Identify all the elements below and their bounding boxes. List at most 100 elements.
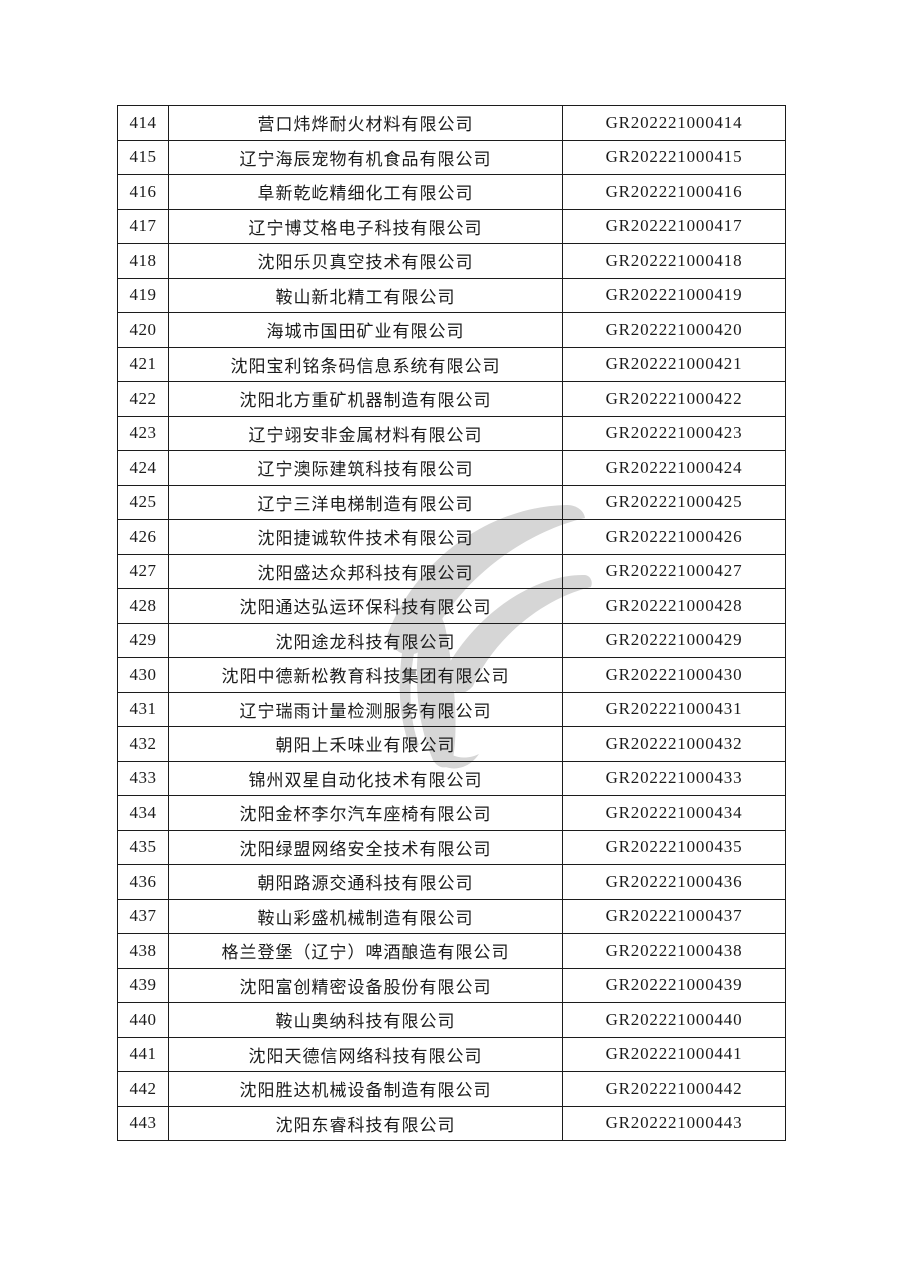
company-name: 辽宁三洋电梯制造有限公司: [168, 484, 563, 520]
registration-code: GR202221000418: [562, 243, 786, 279]
company-name: 辽宁海辰宠物有机食品有限公司: [168, 139, 563, 175]
table-row: 427 沈阳盛达众邦科技有限公司 GR202221000427: [117, 553, 786, 589]
table-row: 434 沈阳金杯李尔汽车座椅有限公司 GR202221000434: [117, 795, 786, 831]
company-name: 鞍山奥纳科技有限公司: [168, 1002, 563, 1038]
row-number: 439: [117, 967, 169, 1003]
company-name: 辽宁博艾格电子科技有限公司: [168, 208, 563, 244]
row-number: 422: [117, 381, 169, 417]
row-number: 421: [117, 346, 169, 382]
row-number: 426: [117, 519, 169, 555]
company-name: 沈阳盛达众邦科技有限公司: [168, 553, 563, 589]
registration-code: GR202221000426: [562, 519, 786, 555]
company-name: 沈阳天德信网络科技有限公司: [168, 1036, 563, 1072]
table-row: 443 沈阳东睿科技有限公司 GR202221000443: [117, 1105, 786, 1141]
company-name: 海城市国田矿业有限公司: [168, 312, 563, 348]
registration-code: GR202221000439: [562, 967, 786, 1003]
company-name: 朝阳上禾味业有限公司: [168, 726, 563, 762]
company-name: 沈阳金杯李尔汽车座椅有限公司: [168, 795, 563, 831]
registration-code: GR202221000440: [562, 1002, 786, 1038]
registration-code: GR202221000423: [562, 415, 786, 451]
company-name: 辽宁瑞雨计量检测服务有限公司: [168, 691, 563, 727]
row-number: 417: [117, 208, 169, 244]
table-row: 415 辽宁海辰宠物有机食品有限公司 GR202221000415: [117, 139, 786, 175]
company-name: 营口炜烨耐火材料有限公司: [168, 105, 563, 141]
table-row: 432 朝阳上禾味业有限公司 GR202221000432: [117, 726, 786, 762]
registration-code: GR202221000420: [562, 312, 786, 348]
table-row: 429 沈阳途龙科技有限公司 GR202221000429: [117, 622, 786, 658]
row-number: 443: [117, 1105, 169, 1141]
company-name: 沈阳中德新松教育科技集团有限公司: [168, 657, 563, 693]
row-number: 416: [117, 174, 169, 210]
row-number: 442: [117, 1071, 169, 1107]
company-name: 鞍山新北精工有限公司: [168, 277, 563, 313]
registration-code: GR202221000417: [562, 208, 786, 244]
row-number: 424: [117, 450, 169, 486]
company-table-body: 414 营口炜烨耐火材料有限公司 GR202221000414 415 辽宁海辰…: [117, 105, 786, 1141]
registration-code: GR202221000430: [562, 657, 786, 693]
table-row: 417 辽宁博艾格电子科技有限公司 GR202221000417: [117, 208, 786, 244]
company-name: 沈阳富创精密设备股份有限公司: [168, 967, 563, 1003]
row-number: 433: [117, 760, 169, 796]
registration-code: GR202221000435: [562, 829, 786, 865]
row-number: 414: [117, 105, 169, 141]
registration-code: GR202221000429: [562, 622, 786, 658]
table-row: 422 沈阳北方重矿机器制造有限公司 GR202221000422: [117, 381, 786, 417]
table-row: 416 阜新乾屹精细化工有限公司 GR202221000416: [117, 174, 786, 210]
company-table: 414 营口炜烨耐火材料有限公司 GR202221000414 415 辽宁海辰…: [117, 105, 786, 1141]
company-name: 沈阳宝利铭条码信息系统有限公司: [168, 346, 563, 382]
registration-code: GR202221000425: [562, 484, 786, 520]
company-name: 沈阳捷诚软件技术有限公司: [168, 519, 563, 555]
row-number: 434: [117, 795, 169, 831]
row-number: 431: [117, 691, 169, 727]
company-name: 沈阳北方重矿机器制造有限公司: [168, 381, 563, 417]
table-row: 420 海城市国田矿业有限公司 GR202221000420: [117, 312, 786, 348]
table-row: 423 辽宁翊安非金属材料有限公司 GR202221000423: [117, 415, 786, 451]
registration-code: GR202221000442: [562, 1071, 786, 1107]
registration-code: GR202221000437: [562, 898, 786, 934]
company-name: 辽宁澳际建筑科技有限公司: [168, 450, 563, 486]
company-name: 锦州双星自动化技术有限公司: [168, 760, 563, 796]
registration-code: GR202221000421: [562, 346, 786, 382]
row-number: 440: [117, 1002, 169, 1038]
row-number: 425: [117, 484, 169, 520]
table-row: 425 辽宁三洋电梯制造有限公司 GR202221000425: [117, 484, 786, 520]
row-number: 437: [117, 898, 169, 934]
table-row: 421 沈阳宝利铭条码信息系统有限公司 GR202221000421: [117, 346, 786, 382]
company-name: 鞍山彩盛机械制造有限公司: [168, 898, 563, 934]
row-number: 435: [117, 829, 169, 865]
company-name: 沈阳通达弘运环保科技有限公司: [168, 588, 563, 624]
registration-code: GR202221000433: [562, 760, 786, 796]
table-row: 436 朝阳路源交通科技有限公司 GR202221000436: [117, 864, 786, 900]
company-name: 沈阳乐贝真空技术有限公司: [168, 243, 563, 279]
registration-code: GR202221000415: [562, 139, 786, 175]
table-row: 441 沈阳天德信网络科技有限公司 GR202221000441: [117, 1036, 786, 1072]
row-number: 427: [117, 553, 169, 589]
registration-code: GR202221000414: [562, 105, 786, 141]
table-row: 430 沈阳中德新松教育科技集团有限公司 GR202221000430: [117, 657, 786, 693]
company-name: 沈阳绿盟网络安全技术有限公司: [168, 829, 563, 865]
row-number: 423: [117, 415, 169, 451]
row-number: 418: [117, 243, 169, 279]
registration-code: GR202221000431: [562, 691, 786, 727]
table-row: 431 辽宁瑞雨计量检测服务有限公司 GR202221000431: [117, 691, 786, 727]
company-name: 朝阳路源交通科技有限公司: [168, 864, 563, 900]
table-row: 440 鞍山奥纳科技有限公司 GR202221000440: [117, 1002, 786, 1038]
company-name: 阜新乾屹精细化工有限公司: [168, 174, 563, 210]
registration-code: GR202221000428: [562, 588, 786, 624]
table-row: 428 沈阳通达弘运环保科技有限公司 GR202221000428: [117, 588, 786, 624]
registration-code: GR202221000427: [562, 553, 786, 589]
company-name: 沈阳途龙科技有限公司: [168, 622, 563, 658]
registration-code: GR202221000432: [562, 726, 786, 762]
row-number: 428: [117, 588, 169, 624]
table-row: 424 辽宁澳际建筑科技有限公司 GR202221000424: [117, 450, 786, 486]
company-name: 沈阳胜达机械设备制造有限公司: [168, 1071, 563, 1107]
table-row: 437 鞍山彩盛机械制造有限公司 GR202221000437: [117, 898, 786, 934]
table-row: 433 锦州双星自动化技术有限公司 GR202221000433: [117, 760, 786, 796]
table-row: 439 沈阳富创精密设备股份有限公司 GR202221000439: [117, 967, 786, 1003]
row-number: 420: [117, 312, 169, 348]
table-row: 418 沈阳乐贝真空技术有限公司 GR202221000418: [117, 243, 786, 279]
row-number: 419: [117, 277, 169, 313]
registration-code: GR202221000419: [562, 277, 786, 313]
registration-code: GR202221000416: [562, 174, 786, 210]
